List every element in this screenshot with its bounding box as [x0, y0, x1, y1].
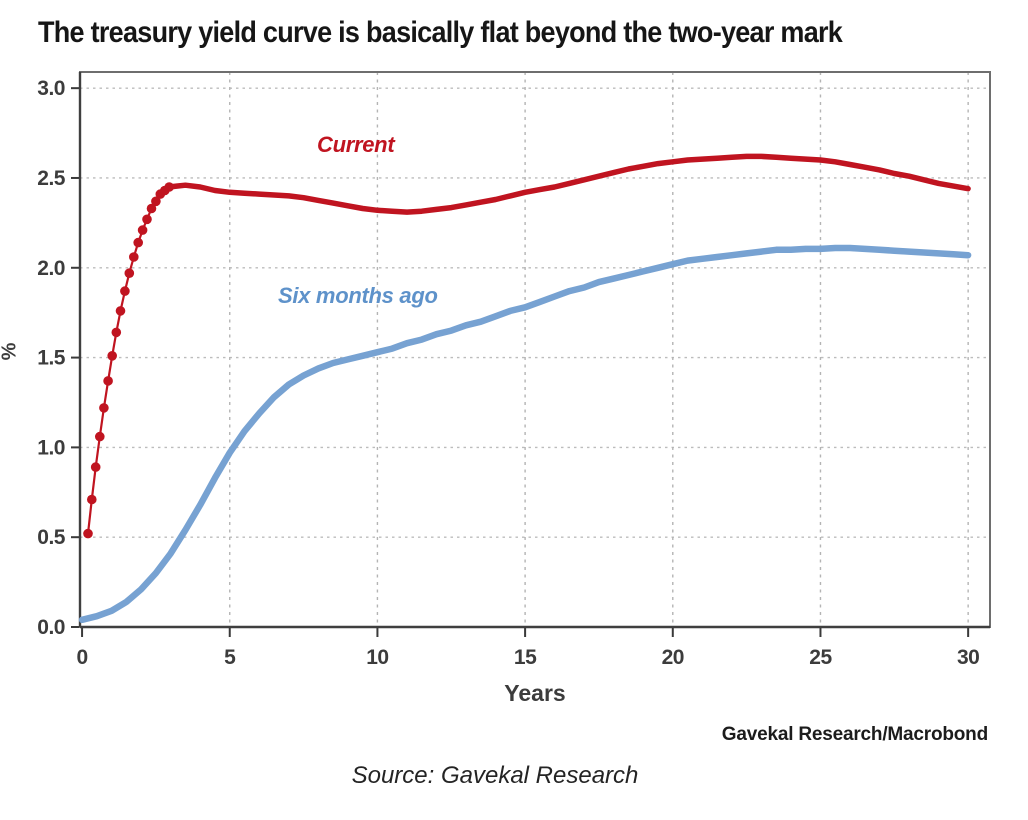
y-tick-label: 1.5 — [37, 347, 66, 370]
series-label-six-months-ago: Six months ago — [278, 283, 438, 308]
x-tick-label: 10 — [366, 646, 388, 669]
x-axis-label: Years — [504, 680, 566, 706]
x-tick-label: 0 — [76, 646, 87, 669]
current-marker — [90, 462, 101, 472]
y-tick-label: 0.0 — [37, 616, 65, 639]
current-marker — [111, 327, 122, 338]
current-marker — [129, 252, 139, 262]
x-tick-label: 30 — [957, 646, 979, 669]
y-tick-label: 2.0 — [37, 257, 65, 280]
x-tick-label: 20 — [662, 646, 684, 669]
current-marker — [120, 286, 130, 296]
chart-title-row: The treasury yield curve is basically fl… — [38, 16, 1028, 50]
chart-title: The treasury yield curve is basically fl… — [38, 16, 843, 49]
current-marker — [87, 494, 97, 505]
six-months-ago-curve — [78, 244, 972, 624]
y-tick-label: 0.5 — [37, 526, 66, 549]
current-marker — [83, 528, 93, 539]
current-marker — [124, 268, 135, 279]
y-tick-label: 1.0 — [37, 436, 65, 459]
current-curve — [162, 153, 971, 215]
current-marker — [107, 351, 117, 361]
x-tick-label: 15 — [514, 646, 537, 669]
branding-credit: Gavekal Research/Macrobond — [721, 724, 988, 745]
y-tick-label: 2.5 — [37, 167, 66, 190]
source-caption: Source: Gavekal Research — [351, 762, 639, 789]
y-tick-label: 3.0 — [37, 77, 65, 100]
series-label-current: Current — [317, 132, 395, 157]
current-marker — [115, 306, 126, 316]
plot-frame — [79, 71, 991, 628]
current-marker — [133, 237, 143, 248]
current-marker — [142, 214, 152, 225]
current-marker — [103, 376, 113, 386]
x-tick-label: 5 — [224, 646, 236, 669]
current-curve — [86, 185, 171, 535]
current-marker — [146, 203, 157, 214]
current-marker — [137, 225, 148, 235]
current-marker — [164, 182, 174, 192]
current-marker — [95, 431, 105, 442]
current-marker — [151, 196, 161, 207]
y-axis-label: % — [0, 342, 21, 361]
current-marker — [99, 403, 109, 413]
x-tick-label: 25 — [809, 646, 832, 669]
